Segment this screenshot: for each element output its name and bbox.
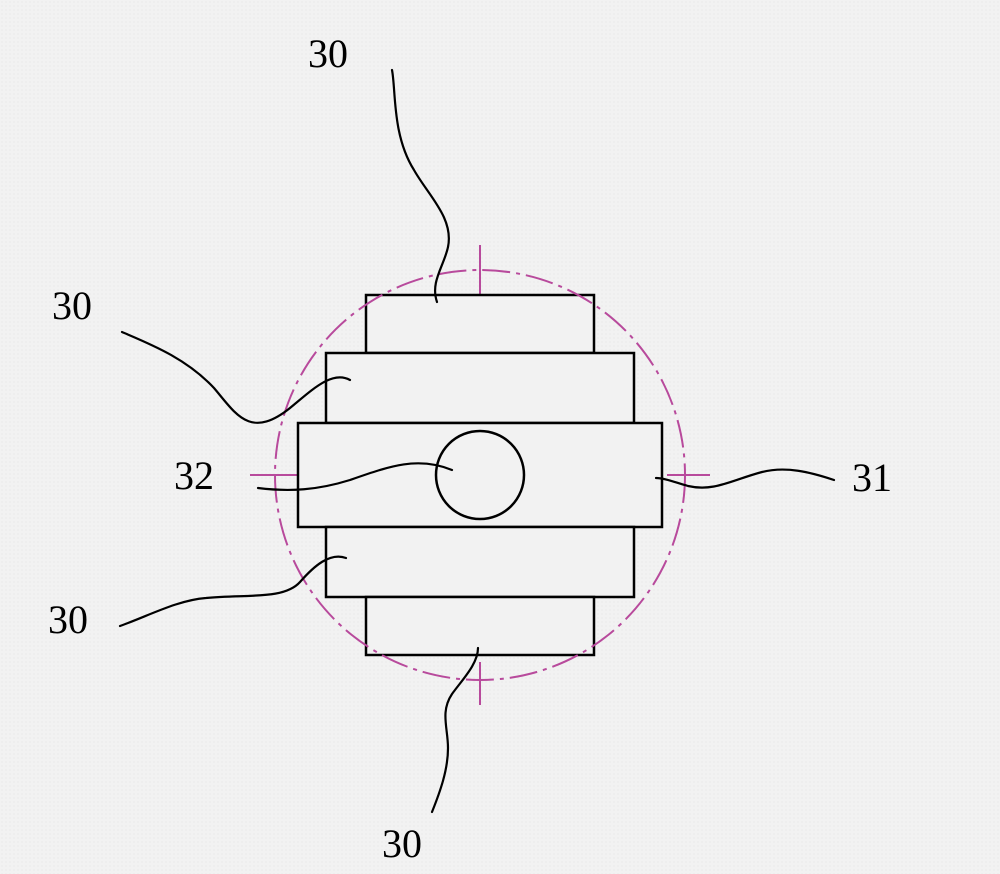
callout-n32: 32 (174, 452, 214, 499)
callout-n30a: 30 (308, 30, 348, 77)
callout-n30b: 30 (52, 282, 92, 329)
callout-n30c: 30 (48, 596, 88, 643)
part-hole (436, 431, 524, 519)
callout-n31: 31 (852, 454, 892, 501)
part-rect-top1 (326, 353, 634, 423)
part-rect-top2 (366, 295, 594, 353)
callout-n30d: 30 (382, 820, 422, 867)
part-rect-bot2 (366, 597, 594, 655)
part-rect-bot1 (326, 527, 634, 597)
